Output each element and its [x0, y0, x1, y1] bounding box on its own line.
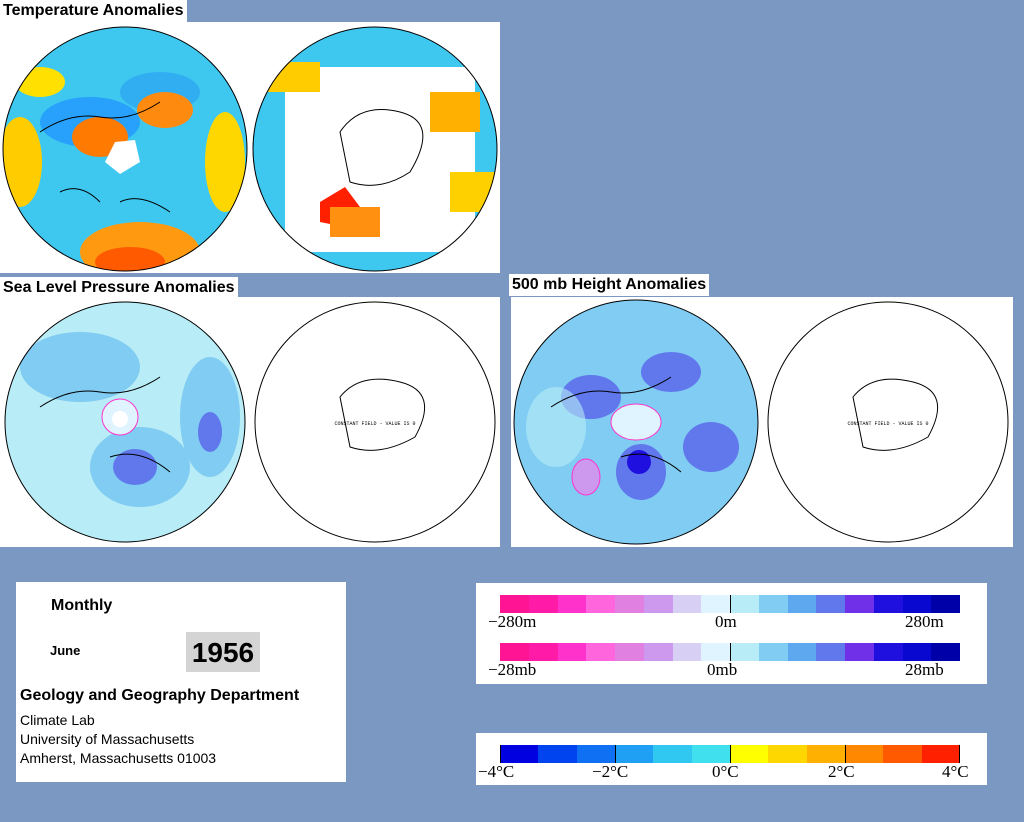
height-swatch [672, 595, 702, 613]
temperature-swatch [806, 745, 845, 763]
height-swatch [816, 595, 845, 613]
temp-label-0: 0°C [712, 762, 739, 781]
pressure-swatch [873, 643, 903, 661]
temperature-swatch [729, 745, 769, 763]
pressure-label-min: −28mb [488, 660, 537, 679]
temperature-swatch [538, 745, 577, 763]
pressure-swatch [902, 643, 932, 661]
pressure-swatch [557, 643, 587, 661]
temp-label-m4: −4°C [478, 762, 515, 781]
pressure-swatch [845, 643, 874, 661]
temperature-swatch [614, 745, 654, 763]
height500-constant-field-label: CONSTANT FIELD - VALUE IS 0 [847, 421, 928, 427]
temperature-swatch [883, 745, 922, 763]
pressure-swatch [615, 643, 644, 661]
height-swatch [873, 595, 903, 613]
pressure-color-bar [500, 643, 960, 661]
height-swatch [931, 595, 960, 613]
temperature-swatch [691, 745, 730, 763]
temperature-swatch [921, 745, 960, 763]
pressure-swatch [643, 643, 673, 661]
pressure-label-zero: 0mb [707, 660, 738, 679]
height-pressure-legend: −280m 0m 280m −28mb 0mb 28mb [476, 583, 987, 684]
temperature-sh-globe [252, 26, 498, 272]
height-color-bar [500, 595, 960, 613]
pressure-swatch [672, 643, 702, 661]
pressure-label-max: 28mb [905, 660, 944, 679]
height-label-max: 280m [905, 612, 944, 631]
pressure-swatch [500, 643, 529, 661]
temperature-swatch [844, 745, 884, 763]
height-swatch [787, 595, 817, 613]
temperature-color-bar [500, 745, 960, 763]
height500-nh-globe [513, 299, 759, 545]
pressure-swatch [787, 643, 817, 661]
pressure-swatch [931, 643, 960, 661]
height500-sh-globe: CONSTANT FIELD - VALUE IS 0 [767, 301, 1009, 543]
temperature-nh-globe [2, 26, 248, 272]
temperature-swatch [500, 745, 539, 763]
height-swatch [845, 595, 874, 613]
slp-title: Sea Level Pressure Anomalies [0, 277, 238, 299]
address-label: Amherst, Massachusetts 01003 [20, 750, 217, 766]
temp-label-4: 4°C [942, 762, 969, 781]
temperature-panel [0, 22, 500, 273]
month-label: June [50, 643, 81, 658]
height500-title: 500 mb Height Anomalies [509, 274, 710, 296]
temp-label-m2: −2°C [592, 762, 629, 781]
pressure-swatch [528, 643, 558, 661]
pressure-swatch [816, 643, 845, 661]
temperature-swatch [576, 745, 615, 763]
year-label: 1956 [186, 632, 260, 672]
height-swatch [586, 595, 615, 613]
slp-panel: CONSTANT FIELD - VALUE IS 0 [0, 297, 500, 547]
height-label-min: −280m [488, 612, 537, 631]
height-swatch [902, 595, 932, 613]
height-swatch [701, 595, 730, 613]
height-swatch [615, 595, 644, 613]
pressure-swatch [586, 643, 615, 661]
height-label-zero: 0m [715, 612, 737, 631]
temperature-title: Temperature Anomalies [0, 0, 187, 22]
pressure-swatch [730, 643, 759, 661]
height-swatch [500, 595, 529, 613]
height-swatch [643, 595, 673, 613]
height500-panel: CONSTANT FIELD - VALUE IS 0 [511, 297, 1013, 547]
period-label: Monthly [51, 597, 113, 614]
info-box: Monthly June 1956 Geology and Geography … [16, 582, 346, 782]
slp-sh-globe: CONSTANT FIELD - VALUE IS 0 [254, 301, 496, 543]
temp-label-2: 2°C [828, 762, 855, 781]
lab-label: Climate Lab [20, 712, 95, 728]
department-label: Geology and Geography Department [20, 687, 300, 704]
pressure-swatch [701, 643, 730, 661]
temperature-swatch [768, 745, 807, 763]
pressure-swatch [758, 643, 788, 661]
university-label: University of Massachusetts [20, 731, 195, 747]
height-swatch [758, 595, 788, 613]
temperature-swatch [653, 745, 692, 763]
height-swatch [557, 595, 587, 613]
slp-constant-field-label: CONSTANT FIELD - VALUE IS 0 [334, 421, 415, 427]
temperature-legend: −4°C −2°C 0°C 2°C 4°C [476, 733, 987, 785]
height-swatch [730, 595, 759, 613]
height-swatch [528, 595, 558, 613]
slp-nh-globe [4, 301, 246, 543]
